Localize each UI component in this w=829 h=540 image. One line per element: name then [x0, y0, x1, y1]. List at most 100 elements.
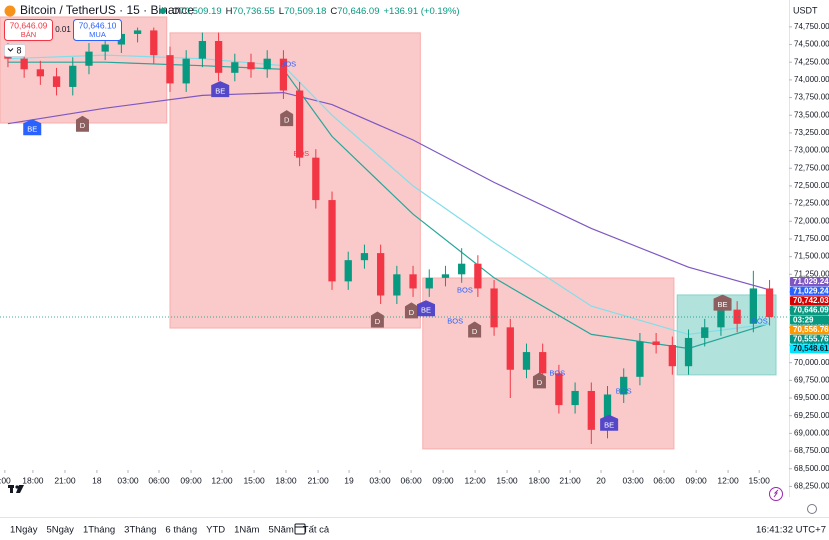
assistant-button[interactable] [769, 487, 783, 501]
candle-body [441, 274, 450, 278]
candle-body [133, 30, 142, 34]
y-tick-label: 73,000.00 [794, 146, 829, 155]
x-tick-label: 18 [92, 475, 102, 485]
ohlc-label: O [172, 6, 179, 17]
ohlc-value: 70,509.18 [284, 6, 326, 17]
price-tag-label: 71,029.24 [793, 277, 829, 286]
spread: 0.01 [55, 25, 71, 34]
ohlc-label: C [330, 6, 337, 17]
price-change: +136.91 (+0.19%) [384, 6, 460, 17]
y-tick-label: 72,250.00 [794, 199, 829, 208]
signal-marker [404, 302, 418, 319]
candle-body [636, 341, 644, 377]
y-tick-label: 73,750.00 [794, 93, 829, 102]
candle-body [652, 341, 660, 346]
sell-button[interactable] [4, 19, 53, 41]
y-tick-label: 69,500.00 [794, 393, 829, 402]
y-tick-label: 68,750.00 [794, 446, 829, 455]
x-tick-label: 18:00 [528, 475, 550, 485]
signal-marker [532, 372, 546, 389]
coin-icon [4, 5, 16, 17]
y-tick-label: 72,750.00 [794, 163, 829, 172]
indicator-toggle[interactable] [4, 44, 26, 57]
x-tick-label: 15:00 [749, 475, 771, 485]
x-tick-label: 15:00 [243, 475, 265, 485]
y-tick-label: 74,500.00 [794, 40, 829, 49]
y-tick-label: 70,000.00 [794, 358, 829, 367]
moving-average-line [7, 91, 770, 291]
range-button[interactable]: YTD [206, 525, 225, 536]
x-tick-label: 20 [596, 475, 606, 485]
y-tick-label: 72,000.00 [794, 216, 829, 225]
candle-body [360, 253, 369, 261]
tradingview-logo [8, 485, 24, 493]
candle-body [69, 65, 77, 87]
candle-body [295, 90, 304, 158]
price-tag-label: 71,029.24 [793, 287, 829, 296]
market-status-dot [160, 8, 166, 14]
buy-button[interactable] [73, 19, 122, 41]
axis-unit: USDT [793, 5, 818, 15]
price-tag [790, 344, 829, 354]
header-overlay: Bitcoin / TetherUS · 15 · Binance 70,646… [4, 3, 818, 535]
x-tick-label: 12:00 [717, 475, 739, 485]
clock: 16:41:32 UTC+7 [756, 525, 826, 536]
y-tick-label: 72,500.00 [794, 181, 829, 190]
candle-body [20, 58, 28, 70]
candle-body [587, 390, 595, 430]
price-tag [790, 305, 829, 315]
range-button[interactable]: 1Ngày [10, 525, 38, 536]
candle-body [490, 288, 498, 328]
price-tag-label: 70,742.03 [793, 296, 829, 305]
bos-label: BOS [293, 149, 309, 158]
signal-label: BE [718, 300, 728, 309]
x-tick-label: 12:00 [464, 475, 486, 485]
candle-body [182, 58, 190, 84]
candle-body [668, 345, 676, 367]
range-button[interactable]: 5Năm [268, 525, 293, 536]
settings-button[interactable] [807, 504, 817, 514]
candle-body [198, 41, 207, 59]
signal-marker [713, 294, 732, 311]
assistant-icon [773, 489, 779, 498]
signal-marker [75, 115, 89, 132]
x-tick-label: 15:00 [496, 475, 518, 485]
x-tick-label: 06:00 [148, 475, 170, 485]
ohlc-label: L [279, 6, 284, 17]
price-tag-label: 03:29 [793, 315, 814, 324]
price-tag-label: 70,548.61 [793, 344, 829, 353]
bos-label: BOS [549, 368, 565, 377]
x-tick-label: 03:00 [117, 475, 139, 485]
x-tick-label: 21:00 [307, 475, 329, 485]
date-range-button[interactable] [294, 523, 306, 535]
candle-body [279, 58, 288, 91]
range-button[interactable]: 1Năm [234, 525, 259, 536]
x-tick-label: 21:00 [54, 475, 76, 485]
range-button[interactable]: 6 tháng [165, 525, 197, 536]
axes: 74,750.00 74,500.00 74,250.00 74,000.00 73,7… [0, 22, 829, 491]
bos-label: BOS [280, 59, 296, 68]
range-button[interactable]: 3Tháng [124, 525, 156, 536]
y-tick-label: 74,750.00 [794, 22, 829, 31]
candle-body [522, 352, 531, 370]
signal-marker [468, 321, 482, 338]
range-button[interactable]: Tất cả [303, 525, 330, 536]
signal-marker [280, 110, 294, 127]
symbol-title: Bitcoin / TetherUS · 15 · Binance [20, 3, 194, 17]
candle-body [376, 253, 385, 296]
signal-label: D [284, 116, 290, 125]
range-button[interactable]: 1Tháng [83, 525, 115, 536]
y-tick-label: 68,250.00 [794, 482, 829, 491]
price-tag [790, 315, 829, 325]
y-tick-label: 69,000.00 [794, 428, 829, 437]
candle-body [474, 263, 482, 289]
ohlc-value: 70,736.55 [233, 6, 275, 17]
x-tick-label: 06:00 [400, 475, 422, 485]
buy-price: 70,646.10 [79, 20, 117, 30]
y-tick-label: 74,000.00 [794, 75, 829, 84]
price-tag-label: 70,556.76 [793, 325, 829, 334]
signal-label: D [472, 327, 478, 336]
range-button[interactable]: 5Ngày [46, 525, 74, 536]
